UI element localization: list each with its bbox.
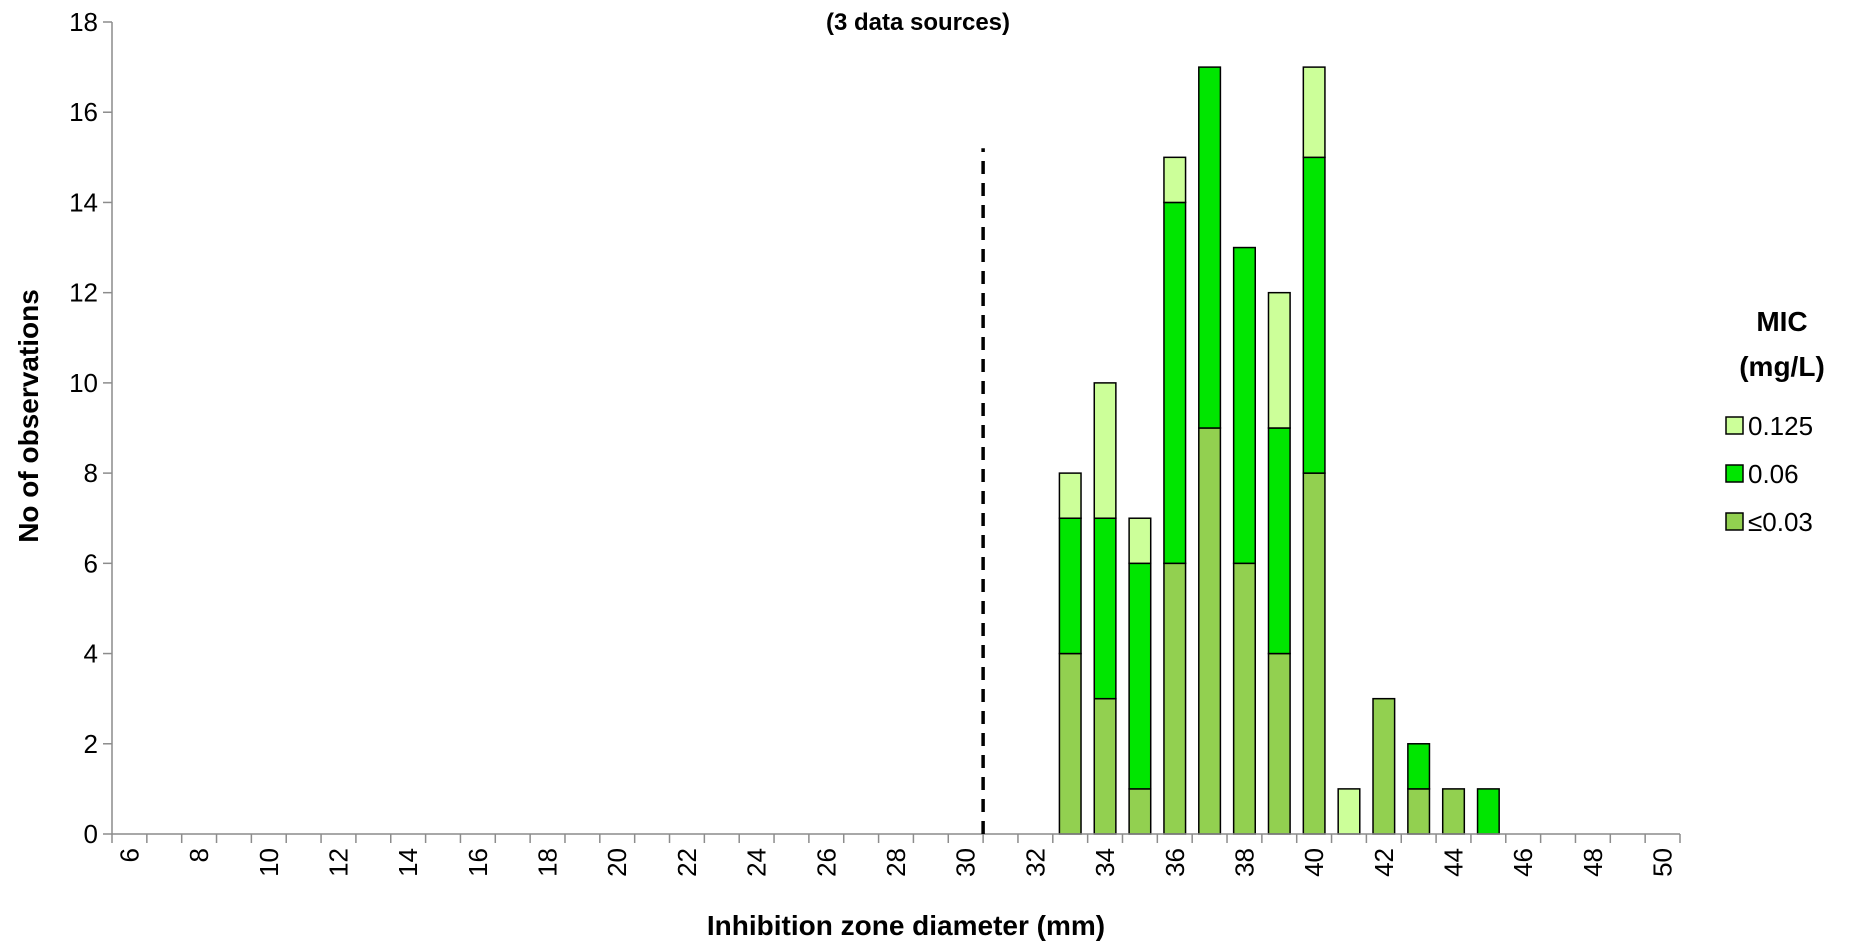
y-tick-label: 8 xyxy=(84,458,98,488)
bar-segment xyxy=(1232,562,1256,835)
legend-label: 0.125 xyxy=(1748,411,1813,441)
y-tick-label: 10 xyxy=(69,368,98,398)
x-tick-label: 26 xyxy=(811,848,841,877)
y-tick-label: 2 xyxy=(84,729,98,759)
y-axis-title: No of observations xyxy=(13,289,44,543)
x-tick-label: 42 xyxy=(1369,848,1399,877)
chart-subtitle: (3 data sources) xyxy=(826,9,1010,36)
bar-segment xyxy=(1372,697,1396,835)
x-tick-label: 14 xyxy=(393,848,423,877)
bar-segment xyxy=(1267,427,1291,655)
x-tick-label: 6 xyxy=(114,848,144,862)
bar-segment xyxy=(1302,156,1326,474)
bar-segment xyxy=(1267,652,1291,835)
legend-label: ≤0.03 xyxy=(1748,507,1813,537)
y-tick-label: 16 xyxy=(69,97,98,127)
bar-segment xyxy=(1128,562,1152,790)
x-tick-label: 12 xyxy=(323,848,353,877)
x-tick-label: 20 xyxy=(602,848,632,877)
bar-segment xyxy=(1476,788,1500,835)
x-tick-label: 50 xyxy=(1648,848,1678,877)
x-tick-label: 46 xyxy=(1508,848,1538,877)
x-tick-label: 10 xyxy=(254,848,284,877)
bar-segment xyxy=(1058,517,1082,655)
legend-swatch xyxy=(1725,416,1744,435)
bar-segment xyxy=(1163,156,1187,204)
y-tick-label: 4 xyxy=(84,639,98,669)
bar-segment xyxy=(1128,517,1152,565)
bar-segment xyxy=(1058,652,1082,835)
x-axis-title: Inhibition zone diameter (mm) xyxy=(707,910,1105,941)
legend: MIC (mg/L) 0.125 0.06 ≤0.03 xyxy=(1725,306,1825,537)
bar-segment xyxy=(1163,201,1187,565)
bar-segment xyxy=(1058,472,1082,519)
x-tick-label: 24 xyxy=(742,848,772,877)
y-tick-label: 18 xyxy=(69,7,98,37)
x-tick-label: 30 xyxy=(951,848,981,877)
bar-segment xyxy=(1302,472,1326,835)
x-tick-label: 36 xyxy=(1160,848,1190,877)
legend-title-line2: (mg/L) xyxy=(1739,351,1825,382)
x-tick-label: 16 xyxy=(463,848,493,877)
bar-segment xyxy=(1232,246,1256,565)
bar-segment xyxy=(1198,427,1222,835)
bar-segment xyxy=(1093,517,1117,700)
bar-segment xyxy=(1407,743,1431,790)
bar-segment xyxy=(1198,66,1222,429)
y-tick-label: 14 xyxy=(69,187,98,217)
x-tick-label: 34 xyxy=(1090,848,1120,877)
legend-swatch xyxy=(1725,464,1744,483)
bar-segment xyxy=(1163,562,1187,835)
x-tick-label: 38 xyxy=(1229,848,1259,877)
y-tick-label: 6 xyxy=(84,548,98,578)
bar-segment xyxy=(1407,788,1431,835)
bar-segment xyxy=(1128,788,1152,835)
bar-segment xyxy=(1441,788,1466,835)
bar-segment xyxy=(1337,788,1361,835)
x-tick-label: 44 xyxy=(1439,848,1469,877)
x-tick-label: 40 xyxy=(1299,848,1329,877)
y-tick-label: 12 xyxy=(69,278,98,308)
x-tick-label: 18 xyxy=(533,848,563,877)
x-tick-label: 32 xyxy=(1020,848,1050,877)
bars xyxy=(1058,66,1500,835)
legend-title-line1: MIC xyxy=(1756,306,1807,337)
legend-label: 0.06 xyxy=(1748,459,1799,489)
bar-segment xyxy=(1267,291,1291,429)
x-tick-label: 8 xyxy=(184,848,214,862)
bar-segment xyxy=(1302,66,1326,159)
x-tick-label: 48 xyxy=(1578,848,1608,877)
legend-swatch xyxy=(1725,512,1744,531)
y-tick-label: 0 xyxy=(84,819,98,849)
bar-segment xyxy=(1093,697,1117,835)
x-tick-label: 22 xyxy=(672,848,702,877)
bar-segment xyxy=(1093,382,1117,519)
x-tick-label: 28 xyxy=(881,848,911,877)
